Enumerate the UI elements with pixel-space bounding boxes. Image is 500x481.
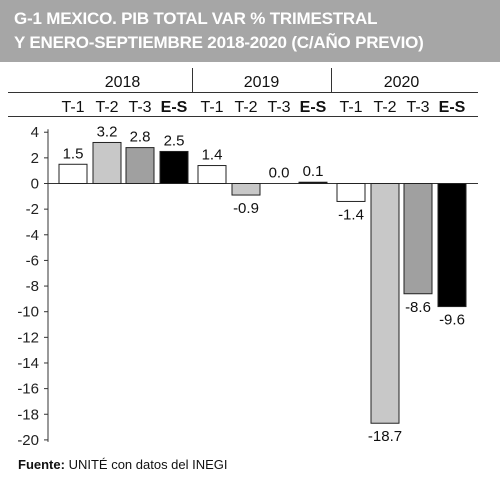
y-tick-label: 2 [31,150,39,167]
chart-title-bar: G-1 MEXICO. PIB TOTAL VAR % TRIMESTRAL Y… [0,0,500,62]
quarter-label: E-S [439,99,466,116]
bar [437,183,467,308]
quarter-label: T-2 [234,99,257,116]
year-label: 2018 [105,74,141,91]
y-tick-label: -2 [26,201,39,218]
bar [125,147,155,185]
data-label: 0.0 [269,165,290,182]
bar [58,163,88,185]
y-tick-label: -6 [26,252,39,269]
bar [197,165,227,185]
data-label: -18.7 [368,428,402,445]
source-label: Fuente: [18,457,65,472]
data-label: -9.6 [439,312,465,329]
bar [403,183,433,295]
quarter-label: T-3 [128,99,151,116]
bar [336,183,366,202]
y-tick-label: -20 [17,432,39,449]
quarter-label: T-2 [373,99,396,116]
quarter-label: E-S [161,99,188,116]
data-label: 1.4 [202,147,223,164]
bar [92,141,122,184]
data-label: -1.4 [338,206,364,223]
quarter-label: E-S [300,99,327,116]
y-tick-label: -10 [17,304,39,321]
bar [231,183,261,196]
bar [298,181,328,185]
data-label: 1.5 [63,145,84,162]
bar [159,150,189,184]
source-text: UNITÉ con datos del INEGI [68,457,228,472]
source-note: Fuente: UNITÉ con datos del INEGI [18,457,228,472]
quarter-label: T-3 [267,99,290,116]
y-tick-label: -8 [26,278,39,295]
data-label: 2.5 [164,132,185,149]
data-label: 3.2 [97,123,118,140]
y-tick-label: 0 [31,176,39,193]
year-label: 2020 [384,74,420,91]
quarter-label: T-2 [95,99,118,116]
data-label: -8.6 [405,299,431,316]
data-label: -0.9 [233,200,259,217]
y-tick-label: -4 [26,227,39,244]
bar [370,183,400,424]
y-tick-label: -16 [17,381,39,398]
quarter-label: T-1 [200,99,223,116]
data-label: 0.1 [303,163,324,180]
data-label: 2.8 [130,129,151,146]
chart-title-line-2: Y ENERO-SEPTIEMBRE 2018-2020 (C/AÑO PREV… [14,33,424,52]
chart-title-line-1: G-1 MEXICO. PIB TOTAL VAR % TRIMESTRAL [14,9,378,28]
y-tick-label: -12 [17,329,39,346]
y-tick-label: -18 [17,406,39,423]
quarter-label: T-3 [406,99,429,116]
y-tick-label: 4 [31,124,39,141]
year-label: 2019 [244,74,280,91]
quarter-label: T-1 [61,99,84,116]
y-tick-label: -14 [17,355,39,372]
quarter-label: T-1 [339,99,362,116]
